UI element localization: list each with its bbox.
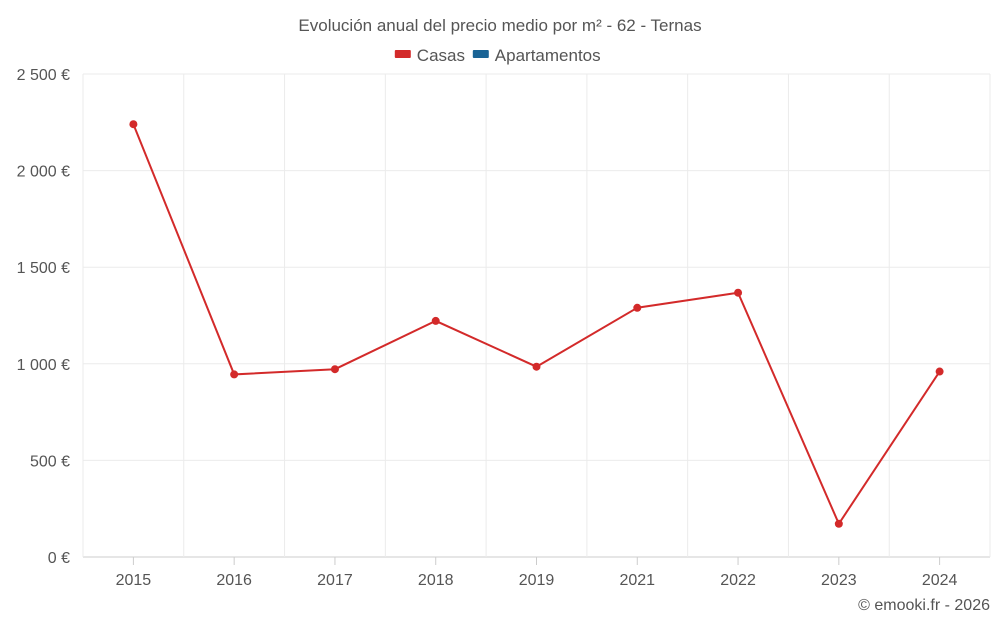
y-tick-label: 2 500 € [17,67,70,84]
credit: © emooki.fr - 2026 [858,597,990,614]
y-tick-label: 1 000 € [17,357,70,374]
legend-swatch [394,50,411,58]
x-tick-label: 2021 [619,572,655,589]
y-tick-label: 0 € [48,550,70,567]
series-line-casas [132,123,941,526]
data-point [532,362,541,371]
legend-label: Apartamentos [495,46,601,65]
y-tick-label: 1 500 € [17,260,70,277]
y-axis: 0 € 500 € 1 000 € 1 500 € 2 000 € 2 500 € [17,67,70,567]
x-tick-label: 2017 [317,572,353,589]
data-point [129,120,138,129]
x-tick-label: 2016 [216,572,252,589]
series-group [129,120,944,528]
data-point [431,316,440,325]
chart-title: Evolución anual del precio medio por m² … [298,16,701,35]
x-tick-label: 2024 [922,572,958,589]
legend-label: Casas [417,46,465,65]
x-tick-label: 2019 [519,572,555,589]
x-axis: 2015 2016 2017 2018 2019 2021 2022 2023 2024 [116,557,958,589]
legend-swatch [472,50,489,58]
data-point [834,519,843,528]
x-tick-label: 2022 [720,572,756,589]
data-point [734,288,743,297]
legend-item-casas: Casas [394,46,465,65]
y-tick-label: 500 € [30,453,70,470]
x-tick-label: 2015 [116,572,152,589]
data-point [633,303,642,312]
legend-item-apartamentos: Apartamentos [472,46,601,65]
data-point [935,367,944,376]
data-point [230,370,239,379]
data-point [330,365,339,374]
y-tick-label: 2 000 € [17,164,70,181]
x-tick-label: 2018 [418,572,454,589]
grid [82,73,991,558]
x-tick-label: 2023 [821,572,857,589]
legend: Casas Apartamentos [394,46,601,65]
